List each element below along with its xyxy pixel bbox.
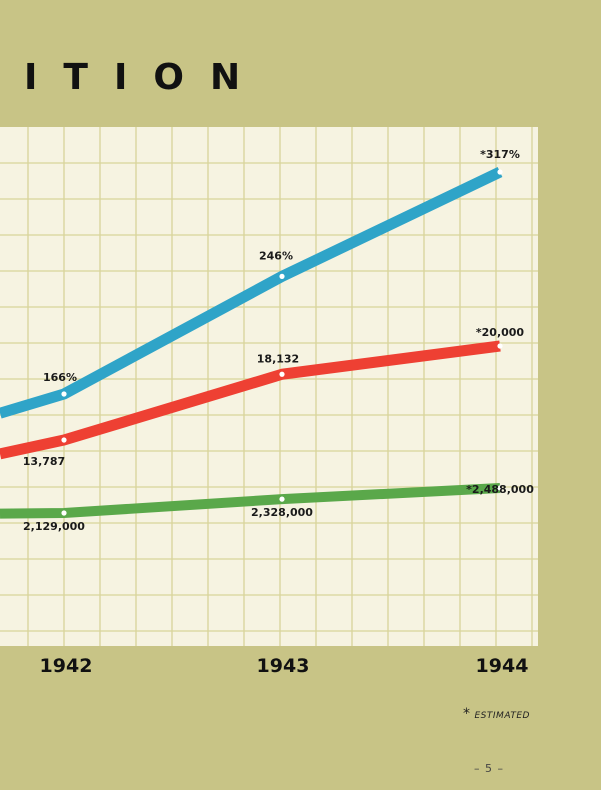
footnote-marker: * (463, 706, 471, 722)
page-title: ITION (24, 57, 267, 98)
footnote-text: ESTIMATED (474, 711, 530, 721)
data-point (279, 371, 285, 377)
data-label: 166% (43, 371, 77, 384)
x-tick-label: 1944 (476, 655, 529, 677)
page-number: – 5 – (474, 762, 504, 775)
x-tick-label: 1942 (40, 655, 93, 677)
data-label: 246% (259, 249, 293, 262)
data-label: *2,488,000 (466, 483, 534, 496)
data-label: 2,328,000 (251, 506, 313, 519)
data-point (279, 273, 285, 279)
data-point (61, 510, 67, 516)
data-point (497, 343, 503, 349)
data-label: *20,000 (476, 326, 525, 339)
data-point (279, 496, 285, 502)
data-label: 13,787 (23, 455, 65, 468)
footnote: * ESTIMATED (463, 706, 530, 722)
data-point (61, 391, 67, 397)
data-label: 18,132 (257, 352, 299, 365)
data-label: 2,129,000 (23, 520, 85, 533)
data-point (497, 169, 503, 175)
data-point (61, 437, 67, 443)
x-tick-label: 1943 (257, 655, 310, 677)
series-line (0, 340, 501, 460)
series-line (0, 483, 501, 519)
series-line (0, 167, 503, 419)
data-label: *317% (480, 148, 520, 161)
data-point (497, 485, 503, 491)
